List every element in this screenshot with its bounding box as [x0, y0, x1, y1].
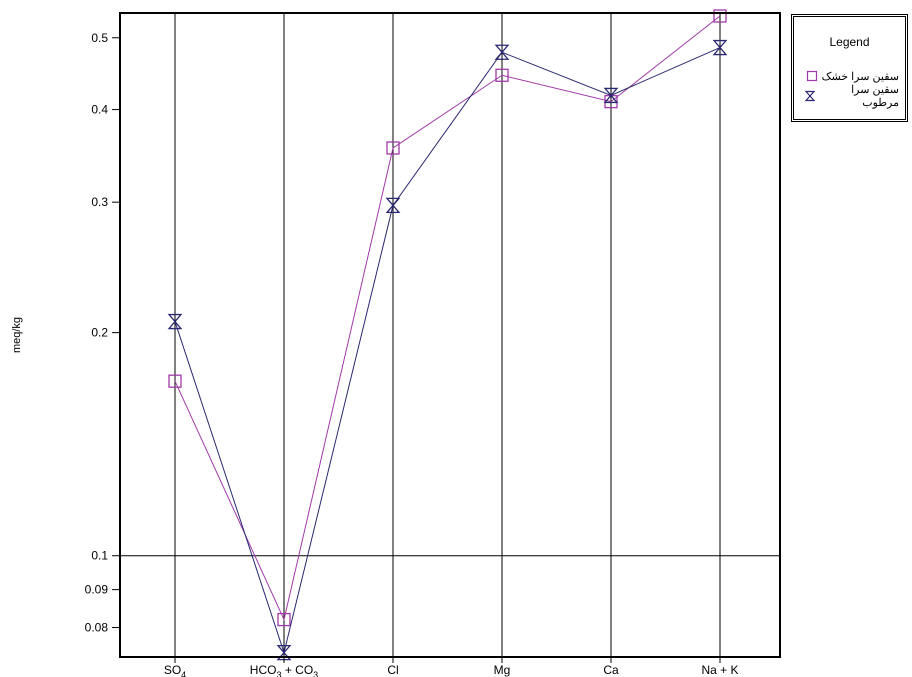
y-tick-label: 0.4 — [91, 103, 108, 117]
data-point — [385, 197, 401, 214]
y-tick-label: 0.5 — [91, 31, 108, 45]
data-point — [168, 374, 182, 388]
x-tick-label: SO4 — [164, 663, 186, 677]
y-tick-label: 0.3 — [91, 195, 108, 209]
data-point — [494, 44, 510, 60]
data-point — [277, 612, 291, 627]
legend: Legend سقین سرا خشک سقین سرا مرطوب — [791, 14, 908, 122]
data-point — [712, 39, 728, 56]
data-point — [386, 141, 400, 155]
series-line — [174, 15, 721, 622]
legend-label: سقین سرا مرطوب — [851, 84, 899, 109]
x-tick-label: Na + K — [701, 663, 738, 677]
data-point — [713, 9, 727, 23]
x-tick-label: Cl — [387, 663, 398, 677]
data-point — [167, 313, 183, 330]
x-tick-label: Ca — [603, 663, 619, 677]
legend-hourglass-marker-icon — [804, 90, 816, 102]
data-point — [495, 68, 509, 82]
x-tick-label: HCO3 + CO3 — [250, 663, 318, 677]
data-point — [276, 644, 292, 661]
legend-item-wet: سقین سرا مرطوب — [804, 84, 899, 109]
y-tick-label: 0.09 — [85, 583, 109, 597]
series-layer — [167, 9, 728, 661]
series-line — [174, 47, 721, 655]
y-tick-layer: 0.08 0.09 0.1 0.2 0.3 0.4 0.5 — [85, 31, 120, 635]
x-tick-layer: SO4 HCO3 + CO3 Cl Mg Ca Na + K — [164, 657, 739, 677]
x-tick-label: Mg — [494, 663, 511, 677]
grid-layer — [120, 13, 780, 657]
plot-frame — [119, 12, 781, 658]
legend-item-dry: سقین سرا خشک — [804, 69, 899, 83]
y-tick-label: 0.08 — [85, 621, 109, 635]
legend-title: Legend — [829, 35, 870, 49]
y-tick-label: 0.1 — [91, 549, 108, 563]
legend-square-marker-icon — [806, 70, 818, 82]
y-axis-title: meq/kg — [11, 317, 23, 353]
data-point — [603, 87, 619, 104]
legend-label: سقین سرا خشک — [821, 70, 899, 83]
y-tick-label: 0.2 — [91, 326, 108, 340]
